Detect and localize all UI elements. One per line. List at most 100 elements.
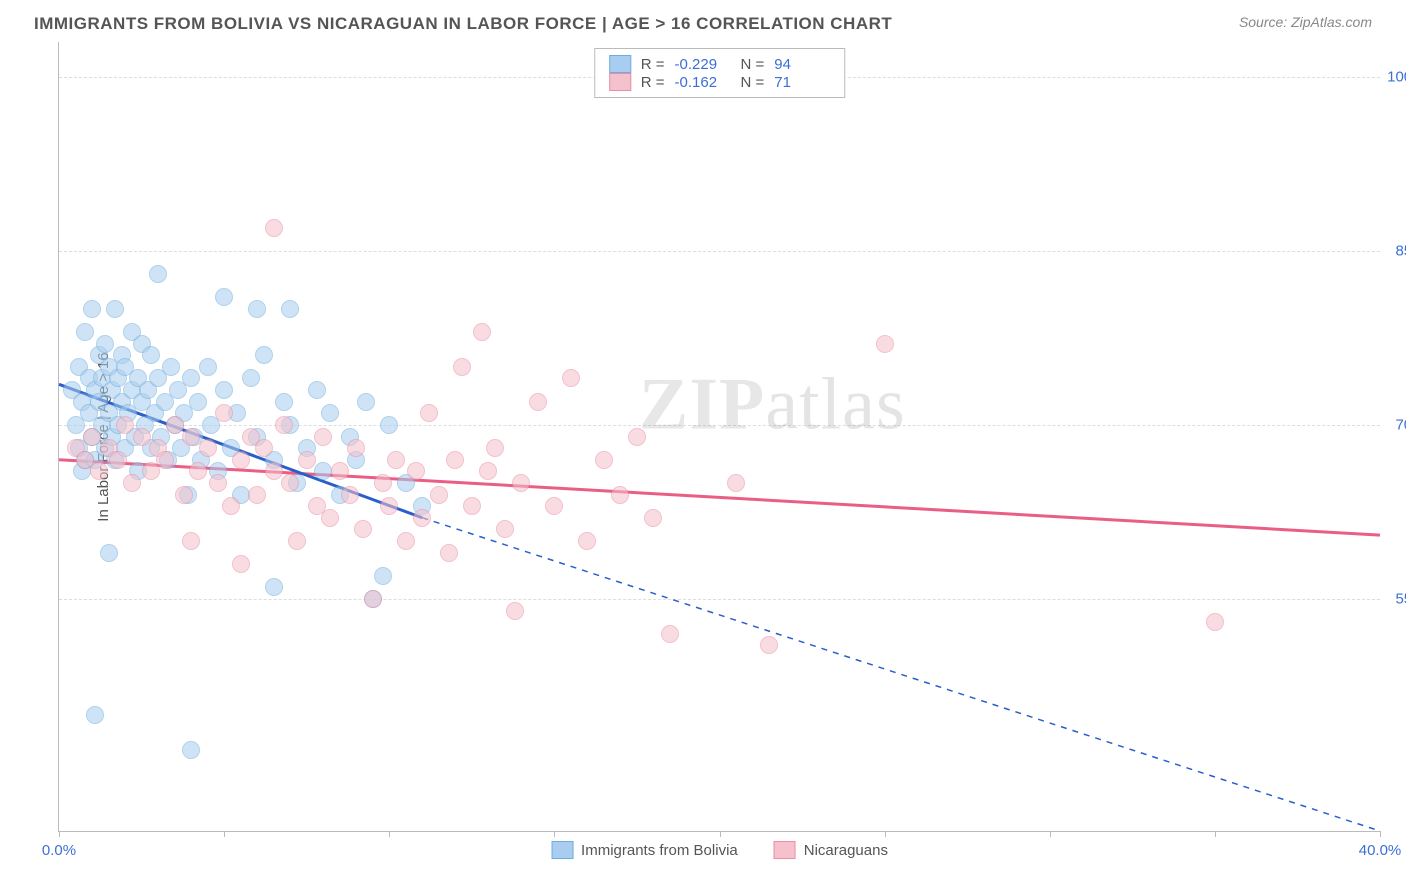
data-point-nicaragua <box>496 520 514 538</box>
data-point-bolivia <box>182 369 200 387</box>
data-point-bolivia <box>149 265 167 283</box>
data-point-nicaragua <box>628 428 646 446</box>
data-point-bolivia <box>308 381 326 399</box>
data-point-nicaragua <box>189 462 207 480</box>
data-point-bolivia <box>275 393 293 411</box>
stat-value: -0.229 <box>675 56 731 73</box>
data-point-nicaragua <box>374 474 392 492</box>
data-point-nicaragua <box>90 462 108 480</box>
data-point-nicaragua <box>420 404 438 422</box>
data-point-nicaragua <box>430 486 448 504</box>
stat-label: N = <box>741 56 765 73</box>
x-tick <box>885 831 886 837</box>
data-point-bolivia <box>162 358 180 376</box>
data-point-bolivia <box>281 300 299 318</box>
x-tick <box>720 831 721 837</box>
data-point-nicaragua <box>215 404 233 422</box>
data-point-bolivia <box>100 544 118 562</box>
data-point-bolivia <box>215 381 233 399</box>
data-point-nicaragua <box>298 451 316 469</box>
data-point-nicaragua <box>123 474 141 492</box>
data-point-bolivia <box>189 393 207 411</box>
swatch-icon <box>774 841 796 859</box>
data-point-nicaragua <box>331 462 349 480</box>
swatch-icon <box>551 841 573 859</box>
data-point-nicaragua <box>166 416 184 434</box>
data-point-nicaragua <box>209 474 227 492</box>
legend-label: Nicaraguans <box>804 842 888 859</box>
data-point-nicaragua <box>644 509 662 527</box>
x-tick <box>59 831 60 837</box>
data-point-nicaragua <box>595 451 613 469</box>
data-point-nicaragua <box>83 428 101 446</box>
data-point-nicaragua <box>463 497 481 515</box>
data-point-nicaragua <box>876 335 894 353</box>
x-tick-label: 40.0% <box>1359 842 1402 859</box>
data-point-bolivia <box>76 323 94 341</box>
data-point-nicaragua <box>440 544 458 562</box>
data-point-nicaragua <box>156 451 174 469</box>
data-point-nicaragua <box>199 439 217 457</box>
data-point-nicaragua <box>387 451 405 469</box>
chart-area: In Labor Force | Age > 16 55.0%70.0%85.0… <box>58 42 1380 832</box>
legend-item-bolivia: Immigrants from Bolivia <box>551 841 738 859</box>
data-point-nicaragua <box>760 636 778 654</box>
data-point-nicaragua <box>265 462 283 480</box>
stats-row-nicaragua: R = -0.162 N = 71 <box>609 73 831 91</box>
data-point-nicaragua <box>506 602 524 620</box>
data-point-nicaragua <box>611 486 629 504</box>
data-point-nicaragua <box>727 474 745 492</box>
source-attribution: Source: ZipAtlas.com <box>1239 14 1372 30</box>
data-point-nicaragua <box>347 439 365 457</box>
data-point-nicaragua <box>380 497 398 515</box>
stat-label: R = <box>641 74 665 91</box>
y-tick-label: 85.0% <box>1395 242 1406 259</box>
data-point-nicaragua <box>512 474 530 492</box>
data-point-nicaragua <box>1206 613 1224 631</box>
data-point-bolivia <box>357 393 375 411</box>
chart-title: IMMIGRANTS FROM BOLIVIA VS NICARAGUAN IN… <box>34 14 892 34</box>
legend: Immigrants from Bolivia Nicaraguans <box>551 841 888 859</box>
data-point-nicaragua <box>175 486 193 504</box>
data-point-bolivia <box>255 346 273 364</box>
data-point-nicaragua <box>341 486 359 504</box>
x-tick-label: 0.0% <box>42 842 76 859</box>
data-point-nicaragua <box>281 474 299 492</box>
data-point-nicaragua <box>248 486 266 504</box>
data-point-nicaragua <box>222 497 240 515</box>
legend-label: Immigrants from Bolivia <box>581 842 738 859</box>
data-point-bolivia <box>242 369 260 387</box>
data-point-nicaragua <box>407 462 425 480</box>
data-point-nicaragua <box>413 509 431 527</box>
data-point-nicaragua <box>364 590 382 608</box>
legend-item-nicaragua: Nicaraguans <box>774 841 888 859</box>
data-point-nicaragua <box>133 428 151 446</box>
data-point-nicaragua <box>446 451 464 469</box>
swatch-icon <box>609 73 631 91</box>
data-point-nicaragua <box>321 509 339 527</box>
data-point-nicaragua <box>529 393 547 411</box>
data-point-bolivia <box>314 462 332 480</box>
data-point-bolivia <box>142 346 160 364</box>
data-point-bolivia <box>182 741 200 759</box>
x-tick <box>1215 831 1216 837</box>
stat-label: R = <box>641 56 665 73</box>
data-point-nicaragua <box>354 520 372 538</box>
data-point-nicaragua <box>265 219 283 237</box>
stats-legend: R = -0.229 N = 94 R = -0.162 N = 71 <box>594 48 846 98</box>
data-point-nicaragua <box>486 439 504 457</box>
data-point-bolivia <box>106 300 124 318</box>
data-point-nicaragua <box>232 451 250 469</box>
data-point-bolivia <box>321 404 339 422</box>
data-point-bolivia <box>215 288 233 306</box>
swatch-icon <box>609 55 631 73</box>
data-point-nicaragua <box>275 416 293 434</box>
data-point-nicaragua <box>182 532 200 550</box>
data-point-bolivia <box>83 300 101 318</box>
stat-value: 94 <box>774 56 830 73</box>
data-point-nicaragua <box>116 416 134 434</box>
data-point-bolivia <box>374 567 392 585</box>
data-point-nicaragua <box>661 625 679 643</box>
y-tick-label: 55.0% <box>1395 590 1406 607</box>
x-tick <box>1380 831 1381 837</box>
